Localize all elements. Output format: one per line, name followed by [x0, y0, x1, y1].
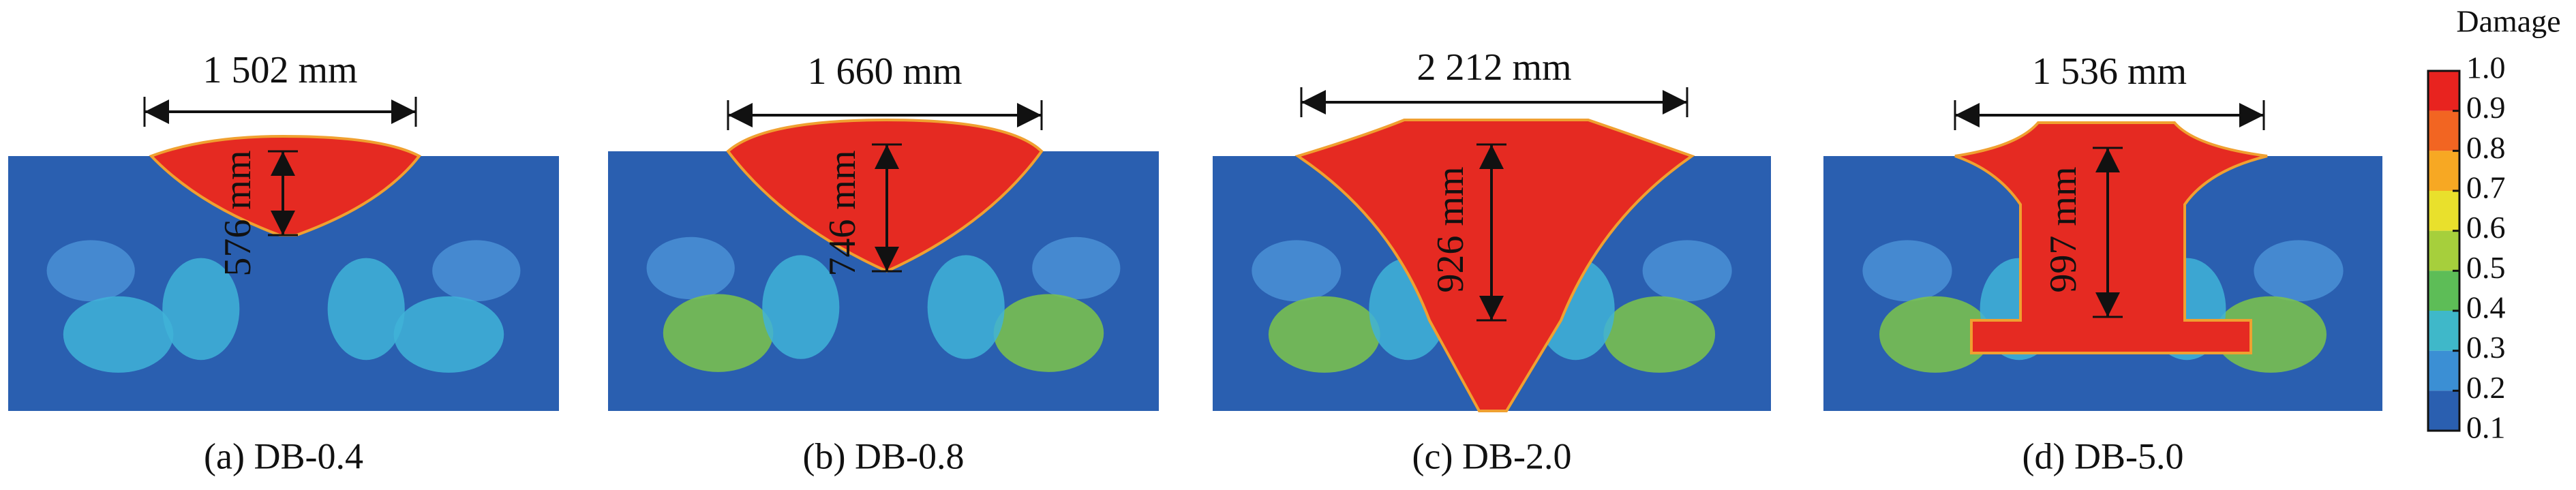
damage-patch	[1642, 240, 1732, 302]
caption: (d) DB-5.0	[2022, 435, 2184, 476]
width-label: 1 502 mm	[202, 49, 357, 91]
damage-patch	[2254, 240, 2344, 302]
colorbar-frame	[2427, 70, 2461, 432]
colorbar-band	[2428, 110, 2459, 151]
damage-patch	[1603, 296, 1716, 373]
colorbar-band	[2428, 391, 2459, 431]
caption: (b) DB-0.8	[803, 435, 965, 476]
colorbar-tick-label: 0.3	[2466, 330, 2506, 365]
damage-patch	[1862, 240, 1952, 302]
damage-patch	[1879, 296, 1991, 373]
colorbar-tick-label: 0.2	[2466, 370, 2506, 405]
damage-patch	[993, 294, 1104, 372]
damage-patch	[63, 296, 174, 373]
colorbar-band	[2428, 71, 2459, 111]
colorbar-tick-label: 0.4	[2466, 290, 2506, 325]
colorbar-band	[2428, 230, 2459, 271]
depth-label: 926 mm	[1429, 166, 1472, 292]
damage-patch	[663, 294, 774, 372]
colorbar-tick-label: 0.9	[2466, 90, 2506, 125]
damage-patch	[393, 296, 504, 373]
damage-patch	[927, 255, 1005, 359]
depth-label: 746 mm	[821, 150, 864, 276]
damage-patch	[1032, 236, 1121, 300]
colorbar-title: Damage	[2456, 4, 2560, 39]
colorbar-tick-label: 0.7	[2466, 170, 2506, 205]
damage-patch	[1252, 240, 1342, 302]
width-label: 2 212 mm	[1416, 46, 1571, 89]
colorbar-band	[2428, 271, 2459, 311]
damage-patch	[162, 258, 240, 361]
colorbar-band	[2428, 350, 2459, 391]
colorbar-band	[2428, 191, 2459, 231]
damage-patch	[762, 255, 840, 359]
colorbar-tick-label: 0.5	[2466, 250, 2506, 285]
caption: (a) DB-0.4	[204, 435, 363, 476]
caption: (c) DB-2.0	[1412, 435, 1572, 476]
colorbar-tick-label: 0.6	[2466, 210, 2506, 245]
damage-patch	[327, 258, 405, 361]
width-label: 1 660 mm	[807, 50, 962, 93]
colorbar-tick-label: 1.0	[2466, 50, 2506, 85]
depth-label: 997 mm	[2042, 166, 2085, 292]
colorbar-band	[2428, 311, 2459, 351]
width-label: 1 536 mm	[2032, 50, 2187, 93]
colorbar-tick-label: 0.1	[2466, 410, 2506, 445]
colorbar-band	[2428, 151, 2459, 191]
damage-patch	[432, 240, 521, 302]
depth-label: 576 mm	[217, 150, 259, 276]
damage-patch	[1268, 296, 1380, 373]
damage-patch	[646, 236, 735, 300]
colorbar-tick-label: 0.8	[2466, 130, 2506, 165]
damage-patch	[46, 240, 135, 302]
